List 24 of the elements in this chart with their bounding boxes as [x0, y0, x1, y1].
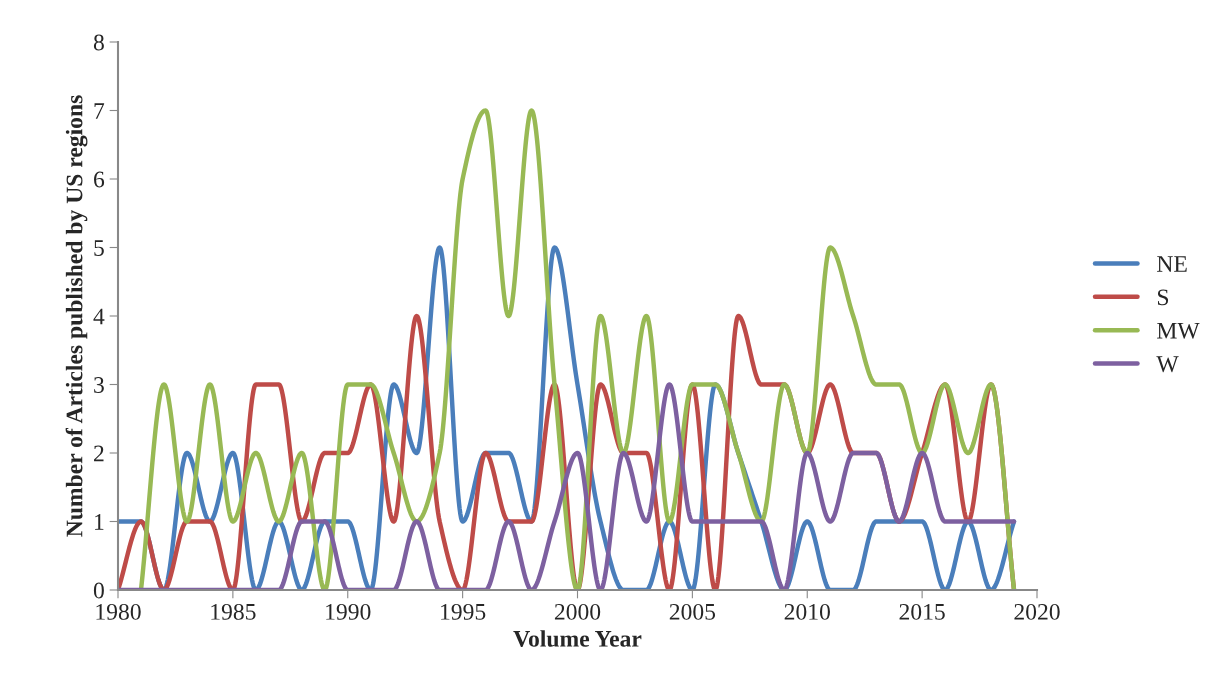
- x-tick-label: 1985: [211, 603, 256, 620]
- y-tick-label: 3: [94, 377, 104, 393]
- y-tick-label: 1: [95, 514, 104, 530]
- x-axis-title: Volume Year: [513, 630, 642, 647]
- x-tick-label: 1980: [96, 603, 141, 620]
- x-tick-label: 2020: [1014, 603, 1060, 620]
- y-tick-label: 2: [94, 445, 104, 462]
- legend-label: S: [1157, 289, 1169, 306]
- x-tick-label: 2005: [669, 603, 716, 620]
- legend-label: MW: [1157, 322, 1200, 339]
- x-tick-label: 1990: [326, 603, 371, 620]
- legend-label: NE: [1157, 256, 1187, 272]
- y-axis-title: Number of Articles published by US regions: [65, 95, 88, 537]
- x-tick-label: 2000: [554, 603, 601, 620]
- y-tick-label: 4: [93, 308, 105, 325]
- x-tick-label: 1995: [441, 603, 486, 620]
- x-tick-label: 2015: [899, 603, 945, 620]
- y-tick-label: 6: [94, 171, 105, 188]
- y-tick-label: 7: [94, 103, 105, 119]
- y-tick-label: 8: [93, 34, 104, 51]
- x-tick-label: 2010: [784, 603, 830, 620]
- y-tick-label: 5: [94, 240, 104, 256]
- legend-label: W: [1156, 356, 1179, 373]
- y-tick-label: 0: [93, 582, 104, 599]
